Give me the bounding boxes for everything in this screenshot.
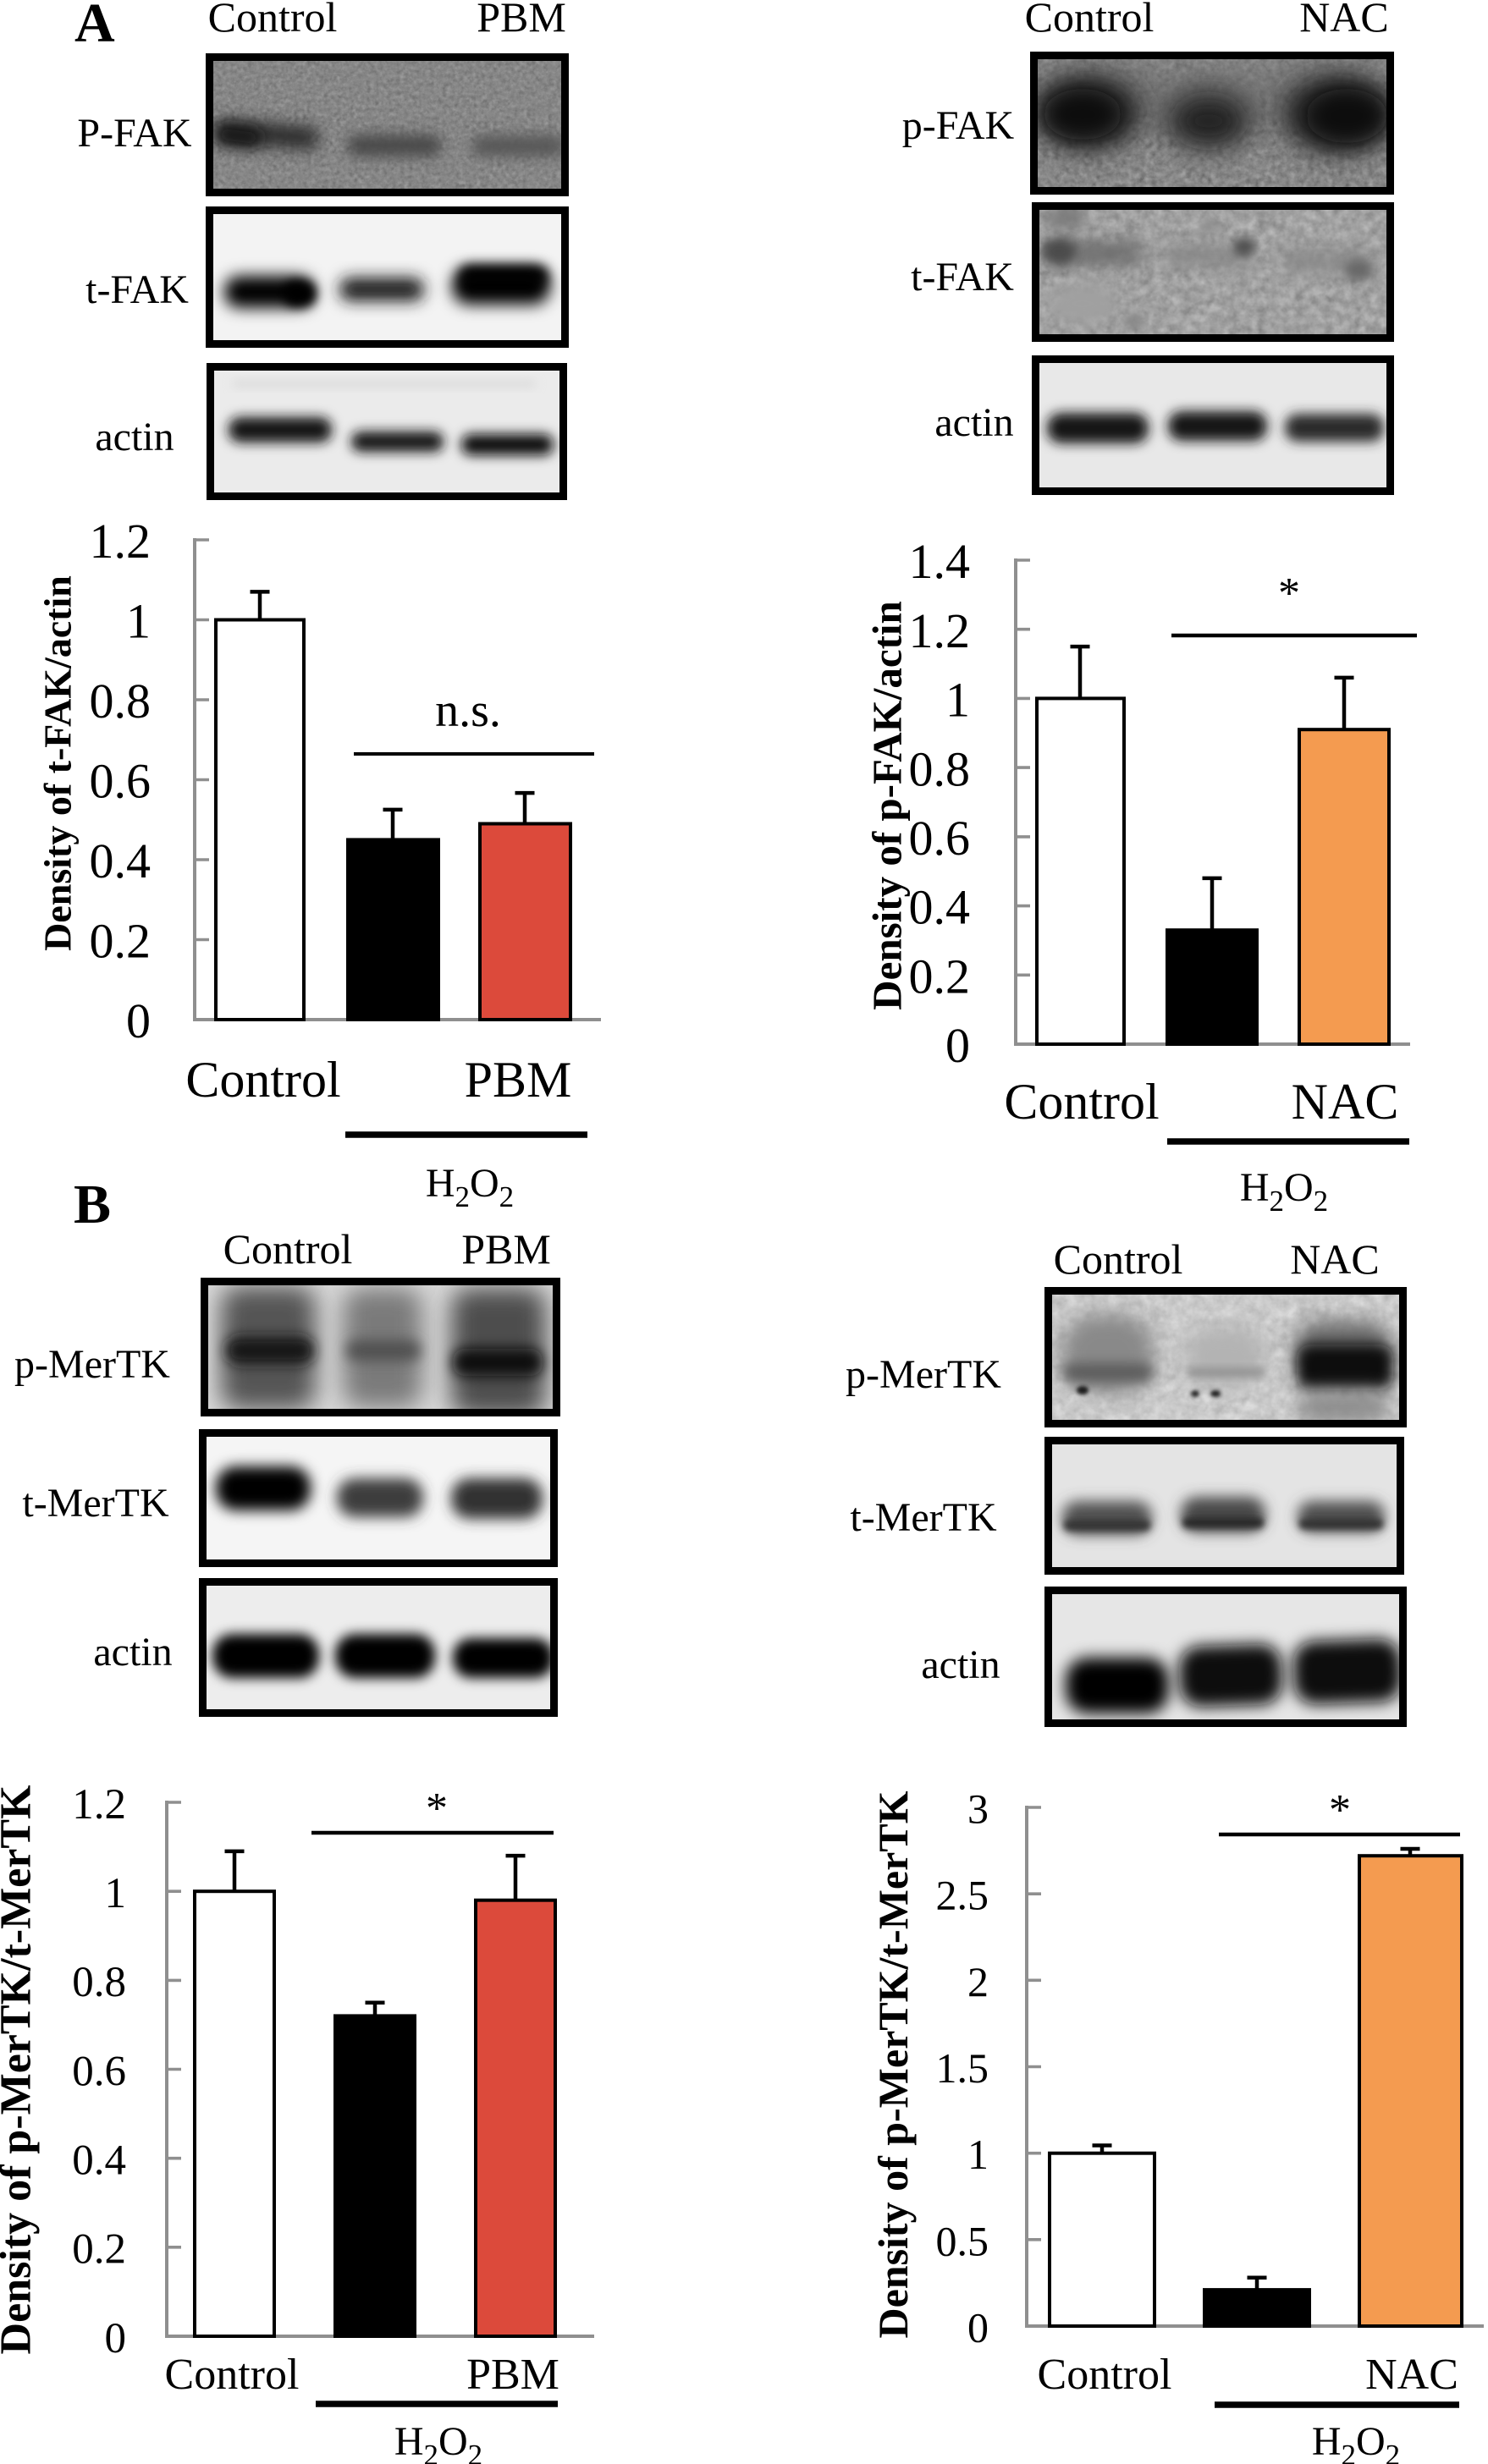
svg-text:0.2: 0.2 bbox=[909, 949, 971, 1004]
svg-text:actin: actin bbox=[934, 400, 1013, 445]
svg-text:Density of p-MerTK/t-MerTK: Density of p-MerTK/t-MerTK bbox=[869, 1790, 917, 2338]
svg-text:Control: Control bbox=[1038, 2351, 1172, 2399]
svg-text:0.2: 0.2 bbox=[72, 2226, 126, 2274]
svg-text:Control: Control bbox=[223, 1225, 353, 1273]
svg-text:PBM: PBM bbox=[466, 2351, 559, 2399]
svg-text:0: 0 bbox=[105, 2315, 127, 2362]
svg-text:Control: Control bbox=[185, 1052, 340, 1108]
svg-text:0.8: 0.8 bbox=[90, 674, 152, 729]
svg-text:0.2: 0.2 bbox=[90, 914, 152, 969]
svg-text:t-FAK: t-FAK bbox=[85, 267, 189, 312]
svg-text:1.5: 1.5 bbox=[936, 2044, 989, 2092]
svg-text:p-MerTK: p-MerTK bbox=[846, 1352, 1001, 1397]
svg-text:H2O2: H2O2 bbox=[1312, 2419, 1400, 2464]
svg-text:n.s.: n.s. bbox=[435, 685, 501, 737]
svg-text:t-FAK: t-FAK bbox=[911, 255, 1014, 300]
svg-text:2.5: 2.5 bbox=[936, 1872, 989, 1919]
svg-text:0.4: 0.4 bbox=[90, 833, 152, 888]
svg-text:*: * bbox=[1278, 569, 1300, 618]
svg-text:actin: actin bbox=[921, 1642, 1000, 1687]
svg-text:Control: Control bbox=[208, 0, 338, 41]
svg-text:0: 0 bbox=[126, 993, 151, 1048]
svg-text:0.8: 0.8 bbox=[909, 741, 971, 796]
svg-text:p-MerTK: p-MerTK bbox=[14, 1342, 170, 1387]
svg-text:Density of p-FAK/actin: Density of p-FAK/actin bbox=[864, 601, 911, 1010]
svg-text:actin: actin bbox=[93, 1630, 172, 1675]
svg-text:actin: actin bbox=[95, 415, 174, 459]
svg-text:*: * bbox=[426, 1785, 448, 1833]
svg-text:2: 2 bbox=[967, 1958, 989, 2005]
svg-text:1.4: 1.4 bbox=[909, 534, 971, 589]
svg-text:0: 0 bbox=[967, 2304, 989, 2351]
svg-text:1: 1 bbox=[105, 1870, 127, 1917]
svg-text:p-FAK: p-FAK bbox=[902, 103, 1015, 148]
svg-text:Control: Control bbox=[1054, 1235, 1183, 1283]
svg-text:1: 1 bbox=[126, 594, 151, 649]
svg-text:0.4: 0.4 bbox=[909, 880, 971, 935]
svg-text:0.8: 0.8 bbox=[72, 1959, 126, 2006]
svg-text:0.6: 0.6 bbox=[90, 754, 152, 809]
svg-text:0.6: 0.6 bbox=[909, 811, 971, 866]
svg-text:A: A bbox=[74, 0, 115, 54]
svg-text:Control: Control bbox=[165, 2351, 300, 2399]
svg-text:t-MerTK: t-MerTK bbox=[22, 1481, 169, 1526]
svg-text:t-MerTK: t-MerTK bbox=[850, 1495, 997, 1540]
svg-text:PBM: PBM bbox=[465, 1052, 572, 1108]
svg-text:1.2: 1.2 bbox=[90, 514, 152, 569]
svg-text:NAC: NAC bbox=[1365, 2351, 1458, 2399]
svg-text:NAC: NAC bbox=[1290, 1235, 1380, 1283]
svg-text:0.5: 0.5 bbox=[936, 2217, 989, 2264]
svg-text:NAC: NAC bbox=[1292, 1074, 1399, 1130]
svg-text:0.4: 0.4 bbox=[72, 2137, 126, 2185]
svg-text:PBM: PBM bbox=[461, 1225, 551, 1273]
svg-text:Density of t-FAK/actin: Density of t-FAK/actin bbox=[36, 575, 80, 951]
svg-text:H2O2: H2O2 bbox=[426, 1161, 514, 1213]
svg-text:H2O2: H2O2 bbox=[1240, 1165, 1328, 1218]
svg-text:3: 3 bbox=[967, 1785, 989, 1833]
svg-text:*: * bbox=[1329, 1786, 1351, 1834]
svg-text:PBM: PBM bbox=[477, 0, 566, 41]
svg-text:1.2: 1.2 bbox=[909, 603, 971, 658]
svg-text:NAC: NAC bbox=[1299, 0, 1389, 41]
svg-text:Density of p-MerTK/t-MerTK: Density of p-MerTK/t-MerTK bbox=[0, 1785, 41, 2354]
svg-text:0.6: 0.6 bbox=[72, 2048, 126, 2095]
svg-text:P-FAK: P-FAK bbox=[77, 111, 191, 156]
svg-text:Control: Control bbox=[1004, 1074, 1159, 1130]
svg-text:B: B bbox=[74, 1174, 111, 1235]
svg-text:1.2: 1.2 bbox=[72, 1781, 126, 1829]
svg-text:H2O2: H2O2 bbox=[394, 2419, 482, 2464]
svg-text:1: 1 bbox=[945, 673, 970, 728]
svg-text:0: 0 bbox=[945, 1018, 970, 1073]
svg-text:1: 1 bbox=[967, 2131, 989, 2178]
svg-text:Control: Control bbox=[1025, 0, 1155, 41]
